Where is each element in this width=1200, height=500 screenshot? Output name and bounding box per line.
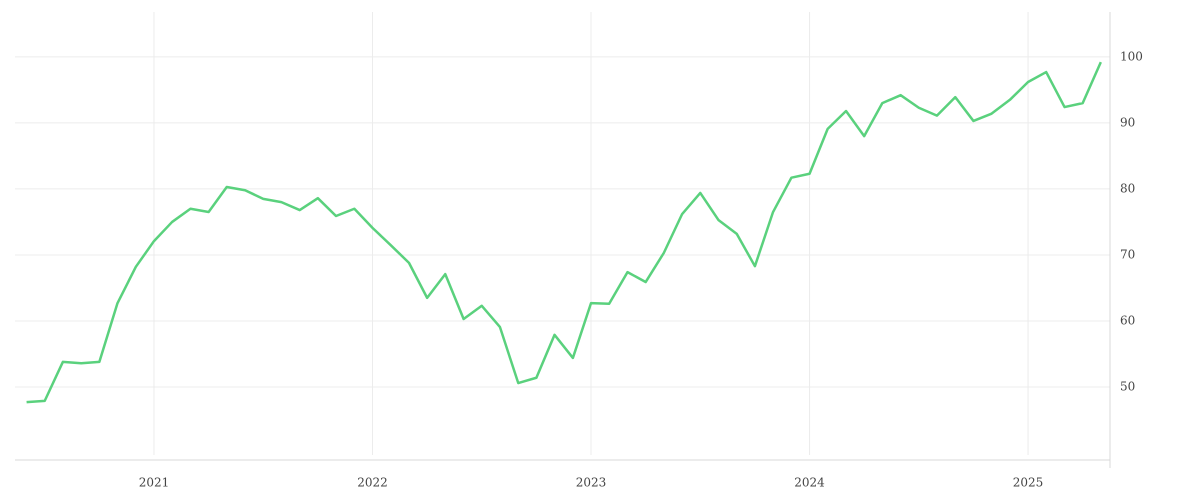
y-tick-label: 60 [1120, 313, 1135, 327]
y-tick-label: 80 [1120, 181, 1135, 195]
x-tick-label: 2025 [1013, 476, 1044, 490]
y-tick-label: 70 [1120, 247, 1135, 261]
x-tick-label: 2022 [357, 476, 388, 490]
x-tick-label: 2021 [139, 476, 170, 490]
x-tick-label: 2023 [576, 476, 607, 490]
y-tick-label: 50 [1120, 379, 1135, 393]
y-tick-label: 100 [1120, 49, 1143, 63]
x-tick-label: 2024 [794, 476, 825, 490]
y-tick-label: 90 [1120, 115, 1135, 129]
data-line [26, 61, 1102, 404]
